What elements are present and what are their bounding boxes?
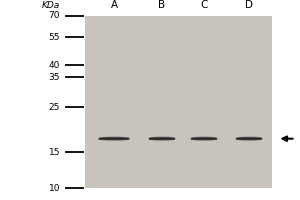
Text: 40: 40: [49, 61, 60, 70]
Ellipse shape: [149, 138, 175, 139]
Ellipse shape: [99, 138, 129, 139]
Ellipse shape: [236, 137, 262, 140]
Text: 10: 10: [49, 184, 60, 193]
Ellipse shape: [191, 137, 217, 140]
Ellipse shape: [149, 137, 175, 141]
Text: 25: 25: [49, 103, 60, 112]
Ellipse shape: [99, 138, 129, 139]
Text: B: B: [158, 0, 166, 10]
Text: D: D: [245, 0, 253, 10]
Ellipse shape: [236, 137, 262, 140]
Ellipse shape: [149, 138, 175, 139]
Text: KDa: KDa: [42, 0, 60, 9]
Ellipse shape: [99, 137, 129, 140]
Bar: [85, 16, 272, 188]
Ellipse shape: [236, 137, 262, 141]
Ellipse shape: [191, 137, 217, 141]
Ellipse shape: [236, 138, 262, 139]
Text: 15: 15: [49, 148, 60, 157]
Text: C: C: [200, 0, 208, 10]
Ellipse shape: [191, 137, 217, 140]
Text: A: A: [110, 0, 118, 10]
Text: 70: 70: [49, 11, 60, 20]
Ellipse shape: [99, 137, 129, 141]
Ellipse shape: [149, 137, 175, 140]
Ellipse shape: [149, 137, 175, 140]
Ellipse shape: [191, 138, 217, 139]
Ellipse shape: [236, 138, 262, 139]
Text: 55: 55: [49, 33, 60, 42]
Text: 35: 35: [49, 73, 60, 82]
Ellipse shape: [191, 138, 217, 139]
Ellipse shape: [99, 137, 129, 140]
